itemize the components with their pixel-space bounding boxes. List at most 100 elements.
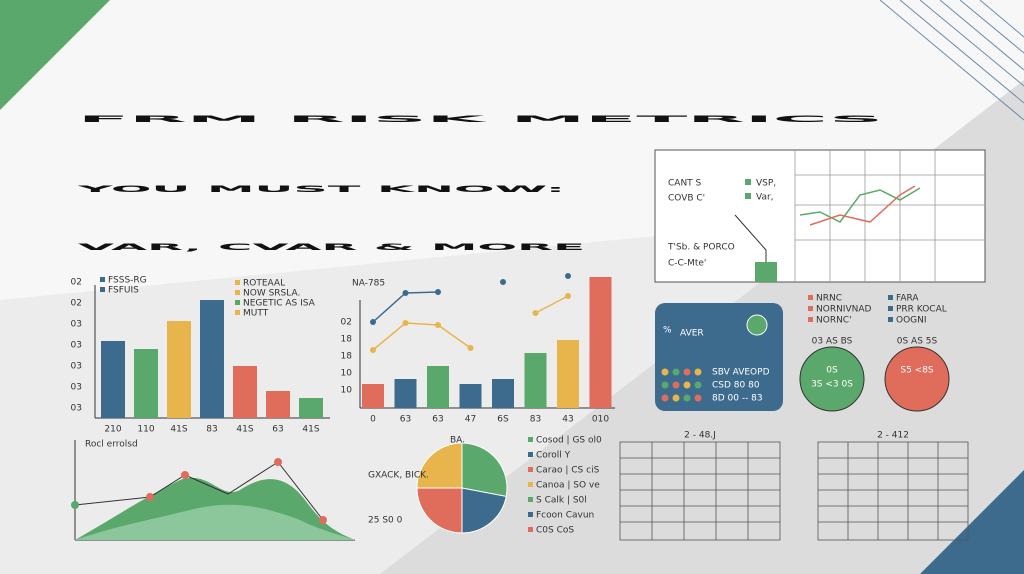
dot — [71, 501, 79, 509]
legend-label: FSSS-RG — [108, 276, 147, 286]
card-symbol: % — [663, 326, 672, 336]
deco-line — [809, 185, 916, 226]
y-label: 03 — [71, 404, 82, 414]
legend-swatch — [235, 280, 240, 285]
legend-swatch — [808, 317, 813, 322]
dot — [672, 381, 680, 389]
x-label: 83 — [530, 415, 541, 425]
panel-title: Rocl errolsd — [85, 440, 138, 450]
label: 25 S0 0 — [368, 516, 403, 526]
dot — [694, 368, 702, 376]
legend-label: C0S CoS — [536, 526, 574, 536]
bar — [200, 300, 224, 418]
bar — [524, 353, 547, 408]
deco-line — [799, 187, 921, 223]
table-title: 2 - 48.J — [684, 431, 716, 441]
y-label: 18 — [341, 335, 353, 345]
legend-swatch — [235, 300, 240, 305]
card-title: AVER — [680, 329, 704, 339]
legend-label: NORNIVNAD — [816, 305, 872, 315]
bar — [266, 391, 290, 418]
x-label: 0 — [370, 415, 376, 425]
label: 0S AS 5S — [897, 337, 938, 347]
corner-green — [0, 0, 110, 110]
area — [75, 504, 355, 540]
label: CANT S — [668, 179, 702, 189]
grid — [794, 150, 985, 282]
badge — [884, 346, 950, 412]
card-row: CSD 80 80 — [712, 381, 760, 391]
legend-swatch — [808, 306, 813, 311]
legend-swatch — [528, 467, 533, 472]
x-label: 41S — [302, 425, 319, 435]
x-label: 83 — [206, 425, 217, 435]
panel — [654, 149, 986, 283]
pie-slice — [416, 487, 463, 534]
y-label: 02 — [341, 318, 352, 328]
point — [565, 293, 571, 299]
point — [402, 290, 409, 296]
legend-label: Cosod | GS ol0 — [536, 436, 602, 446]
legend-label: FSFUIS — [108, 286, 139, 296]
bar — [394, 379, 417, 408]
pie-slice — [416, 442, 463, 489]
icon — [755, 262, 777, 282]
y-label: 03 — [71, 383, 82, 393]
bar — [101, 341, 125, 418]
bar — [362, 384, 384, 408]
legend-swatch — [235, 310, 240, 315]
icon — [746, 314, 768, 336]
dot — [661, 394, 669, 402]
bar — [459, 384, 482, 408]
legend-swatch — [100, 287, 105, 292]
x-label: 43 — [562, 415, 573, 425]
y-label: 02 — [71, 299, 82, 309]
y-label: 18 — [341, 352, 353, 362]
x-label: 47 — [465, 415, 476, 425]
legend-swatch — [528, 452, 533, 457]
connector — [734, 214, 767, 262]
corner-blue — [920, 470, 1024, 574]
label: 3S <3 0S — [811, 380, 853, 390]
label: COVB C' — [668, 194, 705, 204]
y-label: 03 — [71, 362, 82, 372]
legend-swatch — [528, 512, 533, 517]
dot — [683, 368, 691, 376]
badge — [799, 346, 865, 412]
legend-swatch — [745, 179, 751, 185]
bar — [589, 277, 612, 408]
dot — [694, 381, 702, 389]
x-label: 41S — [170, 425, 187, 435]
pie-slice — [461, 442, 508, 498]
legend-label: NOW SRSLA. — [243, 289, 300, 299]
card-row: SBV AVEOPD — [712, 368, 770, 378]
legend-swatch — [528, 482, 533, 487]
bar — [299, 398, 323, 418]
title-line: YOU MUST KNOW: — [73, 185, 565, 195]
panel-title: NA-785 — [352, 279, 385, 289]
legend-swatch — [235, 290, 240, 295]
legend-label: MUTT — [243, 309, 269, 319]
label: BA. — [450, 436, 465, 446]
x-label: 41S — [236, 425, 253, 435]
legend-swatch — [888, 306, 893, 311]
dots — [146, 458, 327, 524]
point — [370, 347, 376, 353]
point — [435, 289, 441, 295]
dot — [661, 381, 669, 389]
title-line: FRM RISK METRICS — [78, 115, 883, 125]
point — [565, 273, 571, 279]
bar — [492, 379, 514, 408]
y-label: 03 — [71, 341, 82, 351]
legend-swatch — [528, 437, 533, 442]
legend-label: Carao | CS ciS — [536, 466, 600, 476]
dot — [672, 368, 680, 376]
x-label: 010 — [592, 415, 609, 425]
point — [402, 320, 409, 326]
label: 03 AS BS — [812, 337, 853, 347]
dot — [661, 368, 669, 376]
y-label: 10 — [341, 386, 353, 396]
y-label: 10 — [341, 369, 353, 379]
y-label: 03 — [71, 320, 82, 330]
